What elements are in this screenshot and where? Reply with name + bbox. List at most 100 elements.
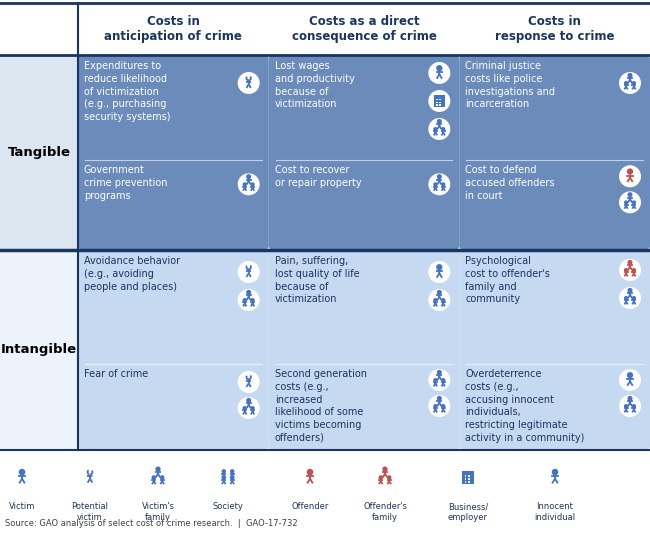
Circle shape	[434, 128, 437, 131]
Text: Victim's
family: Victim's family	[142, 502, 174, 522]
Circle shape	[244, 183, 246, 185]
Circle shape	[437, 371, 441, 374]
Text: Avoidance behavior
(e.g., avoiding
people and places): Avoidance behavior (e.g., avoiding peopl…	[84, 256, 180, 292]
Text: Fear of crime: Fear of crime	[84, 369, 148, 379]
Circle shape	[629, 261, 632, 264]
Circle shape	[625, 201, 627, 204]
Circle shape	[428, 173, 450, 195]
Bar	[439, 101, 441, 103]
Circle shape	[632, 269, 635, 271]
Circle shape	[619, 191, 641, 213]
Bar	[436, 104, 438, 106]
Circle shape	[625, 269, 627, 271]
Circle shape	[388, 476, 391, 479]
Circle shape	[625, 405, 627, 407]
Bar	[434, 95, 445, 107]
Circle shape	[619, 287, 641, 309]
Bar	[465, 478, 467, 480]
Circle shape	[442, 379, 445, 382]
Circle shape	[222, 470, 225, 473]
Circle shape	[437, 397, 441, 400]
Circle shape	[434, 379, 437, 382]
Text: Society: Society	[213, 502, 244, 511]
Circle shape	[629, 74, 632, 77]
Circle shape	[437, 291, 441, 294]
Bar	[468, 481, 470, 483]
Circle shape	[442, 183, 445, 185]
Circle shape	[252, 183, 254, 185]
FancyBboxPatch shape	[78, 56, 268, 249]
Circle shape	[434, 299, 437, 301]
Circle shape	[619, 259, 641, 281]
Text: Psychological
cost to offender's
family and
community: Psychological cost to offender's family …	[465, 256, 550, 304]
Circle shape	[625, 82, 627, 84]
Circle shape	[231, 470, 233, 473]
Circle shape	[434, 405, 437, 407]
Text: Lost wages
and productivity
because of
victimization: Lost wages and productivity because of v…	[275, 61, 354, 109]
Circle shape	[437, 120, 441, 123]
Circle shape	[428, 369, 450, 391]
Circle shape	[552, 470, 558, 474]
Circle shape	[247, 291, 250, 294]
Bar	[439, 104, 441, 106]
Bar	[436, 101, 438, 103]
Circle shape	[156, 467, 160, 471]
Circle shape	[222, 476, 225, 479]
Text: Source: GAO analysis of select cost of crime research.  |  GAO-17-732: Source: GAO analysis of select cost of c…	[5, 520, 298, 529]
Text: Victim: Victim	[9, 502, 35, 511]
Text: Offender's
family: Offender's family	[363, 502, 407, 522]
Bar	[436, 99, 438, 100]
Circle shape	[238, 397, 259, 419]
Circle shape	[437, 66, 441, 70]
Bar	[468, 478, 470, 480]
FancyBboxPatch shape	[460, 251, 650, 449]
FancyBboxPatch shape	[268, 56, 460, 249]
Text: Government
crime prevention
programs: Government crime prevention programs	[84, 165, 168, 201]
Bar	[468, 475, 470, 477]
Circle shape	[20, 470, 25, 474]
Text: Costs in
response to crime: Costs in response to crime	[495, 15, 614, 43]
Circle shape	[619, 395, 641, 417]
Circle shape	[247, 399, 250, 402]
Text: Overdeterrence
costs (e.g.,
accusing innocent
individuals,
restricting legitimat: Overdeterrence costs (e.g., accusing inn…	[465, 369, 585, 443]
Text: Costs in
anticipation of crime: Costs in anticipation of crime	[105, 15, 242, 43]
Circle shape	[428, 90, 450, 112]
Text: Cost to defend
accused offenders
in court: Cost to defend accused offenders in cour…	[465, 165, 555, 201]
Circle shape	[434, 183, 437, 185]
Circle shape	[238, 72, 259, 94]
Circle shape	[380, 476, 382, 479]
Text: Potential
victim: Potential victim	[72, 502, 109, 522]
Circle shape	[428, 261, 450, 283]
Circle shape	[247, 175, 250, 178]
Circle shape	[384, 467, 387, 471]
Circle shape	[629, 397, 632, 400]
Circle shape	[625, 297, 627, 300]
Circle shape	[238, 371, 259, 393]
FancyBboxPatch shape	[78, 251, 268, 449]
Circle shape	[442, 405, 445, 407]
Text: Costs as a direct
consequence of crime: Costs as a direct consequence of crime	[292, 15, 436, 43]
Circle shape	[442, 128, 445, 131]
Circle shape	[628, 373, 632, 377]
Circle shape	[632, 201, 635, 204]
Text: Intangible: Intangible	[1, 343, 77, 357]
Bar	[439, 99, 441, 100]
Bar	[465, 475, 467, 477]
Text: Expenditures to
reduce likelihood
of victimization
(e.g., purchasing
security sy: Expenditures to reduce likelihood of vic…	[84, 61, 170, 122]
Circle shape	[153, 476, 155, 479]
Bar	[462, 471, 474, 484]
FancyBboxPatch shape	[268, 251, 460, 449]
Circle shape	[428, 289, 450, 311]
Circle shape	[244, 299, 246, 301]
Text: Second generation
costs (e.g.,
increased
likelihood of some
victims becoming
off: Second generation costs (e.g., increased…	[275, 369, 367, 443]
FancyBboxPatch shape	[460, 56, 650, 249]
Circle shape	[238, 289, 259, 311]
Circle shape	[632, 82, 635, 84]
Circle shape	[428, 395, 450, 417]
Circle shape	[629, 289, 632, 292]
Circle shape	[437, 265, 441, 269]
Circle shape	[629, 193, 632, 196]
Bar	[0, 55, 650, 250]
Text: Business/
employer: Business/ employer	[448, 502, 488, 522]
Circle shape	[307, 470, 313, 474]
